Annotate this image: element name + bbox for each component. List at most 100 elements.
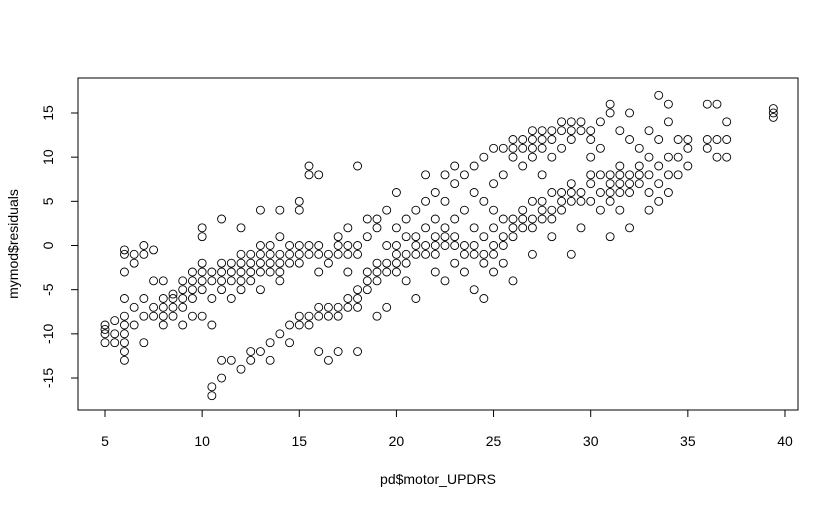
- point: [430, 232, 440, 242]
- point: [314, 311, 324, 321]
- point: [323, 355, 333, 365]
- point: [595, 188, 605, 197]
- point: [178, 294, 188, 303]
- point: [294, 311, 304, 321]
- x-tick-label: 30: [583, 433, 599, 449]
- point: [430, 241, 440, 250]
- point: [722, 117, 732, 127]
- point: [401, 276, 411, 286]
- point: [557, 205, 567, 215]
- point: [595, 143, 605, 153]
- point: [489, 205, 499, 215]
- point: [518, 135, 528, 144]
- point: [255, 258, 265, 268]
- point: [372, 311, 382, 321]
- point: [197, 285, 207, 295]
- point: [236, 276, 246, 286]
- point: [353, 302, 363, 312]
- point: [450, 258, 460, 268]
- point: [119, 245, 129, 255]
- point: [430, 188, 440, 197]
- point: [489, 249, 499, 259]
- point: [508, 276, 518, 286]
- point: [119, 267, 129, 277]
- point: [450, 241, 460, 250]
- point: [226, 355, 236, 365]
- point: [255, 249, 265, 259]
- point: [644, 170, 654, 180]
- point: [362, 267, 372, 277]
- point: [566, 117, 576, 127]
- point: [255, 267, 265, 277]
- point: [372, 267, 382, 277]
- point: [654, 90, 664, 100]
- point: [314, 170, 324, 180]
- point: [333, 311, 343, 321]
- point: [178, 302, 188, 312]
- point: [566, 249, 576, 259]
- point: [129, 258, 139, 268]
- point: [644, 152, 654, 162]
- point: [343, 302, 353, 312]
- point: [275, 205, 285, 215]
- point: [217, 258, 227, 268]
- point: [304, 249, 314, 259]
- point: [168, 294, 178, 303]
- point: [343, 223, 353, 233]
- y-tick-label: -5: [40, 283, 56, 296]
- point: [673, 135, 683, 144]
- point: [119, 249, 129, 259]
- y-tick-label: 15: [40, 105, 56, 121]
- point: [158, 302, 168, 312]
- point: [353, 347, 363, 356]
- point: [625, 188, 635, 197]
- point: [178, 320, 188, 330]
- point: [421, 241, 431, 250]
- point: [615, 188, 625, 197]
- point: [489, 179, 499, 189]
- point: [537, 214, 547, 224]
- point: [595, 170, 605, 180]
- point: [586, 135, 596, 144]
- x-tick-label: 5: [101, 433, 109, 449]
- point: [294, 320, 304, 330]
- point: [236, 285, 246, 295]
- point: [537, 135, 547, 144]
- point: [100, 329, 110, 339]
- point: [100, 338, 110, 348]
- point: [100, 320, 110, 330]
- point: [547, 126, 557, 136]
- point: [139, 311, 149, 321]
- point: [333, 347, 343, 356]
- point: [411, 249, 421, 259]
- point: [149, 245, 159, 255]
- point: [207, 267, 217, 277]
- point: [605, 196, 615, 206]
- x-tick-label: 15: [291, 433, 307, 449]
- point: [246, 249, 256, 259]
- point: [333, 302, 343, 312]
- point: [595, 205, 605, 215]
- point: [236, 258, 246, 268]
- point: [421, 196, 431, 206]
- point: [129, 320, 139, 330]
- point: [440, 223, 450, 233]
- point: [372, 214, 382, 224]
- point: [149, 302, 159, 312]
- point: [217, 373, 227, 383]
- point: [605, 179, 615, 189]
- point: [430, 249, 440, 259]
- point: [323, 311, 333, 321]
- point: [498, 241, 508, 250]
- point: [187, 294, 197, 303]
- point: [430, 267, 440, 277]
- point: [285, 258, 295, 268]
- point: [246, 267, 256, 277]
- point: [207, 391, 217, 401]
- point: [343, 241, 353, 250]
- point: [207, 294, 217, 303]
- point: [217, 214, 227, 224]
- point: [207, 320, 217, 330]
- point: [246, 355, 256, 365]
